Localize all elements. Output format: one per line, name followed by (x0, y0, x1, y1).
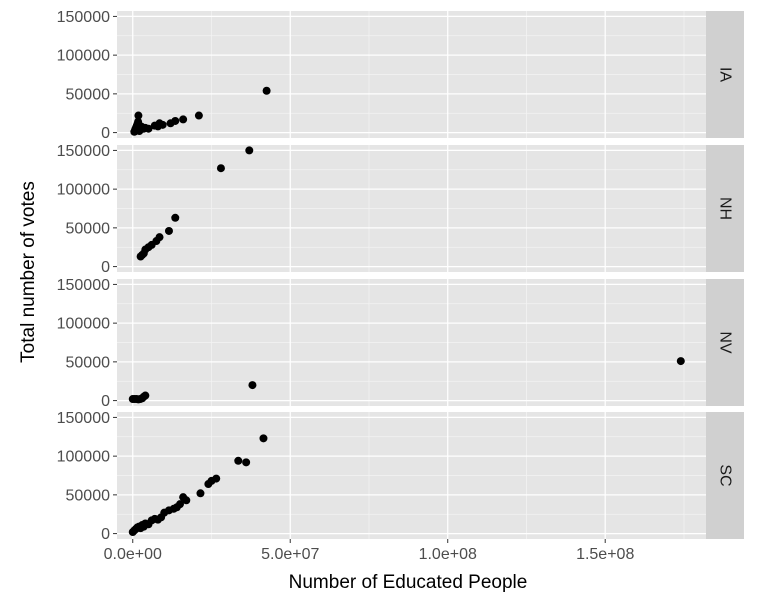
facet-panel-sc: 0 50000 100000 150000 SC (57, 410, 744, 543)
y-tick-label: 0 (101, 526, 110, 543)
data-point (141, 391, 150, 400)
data-point (155, 233, 164, 242)
data-point (164, 226, 173, 235)
data-point (171, 213, 180, 222)
y-tick-label: 150000 (57, 277, 110, 294)
data-point (242, 458, 251, 467)
y-tick-label: 50000 (66, 86, 111, 103)
y-axis-title: Total number of votes (18, 181, 39, 363)
data-point (134, 111, 143, 120)
y-tick-label: 100000 (57, 48, 110, 65)
data-point (196, 489, 205, 498)
data-point (194, 111, 203, 120)
facet-strip-label-nv: NV (717, 331, 734, 354)
facet-strip (706, 145, 744, 272)
data-point (212, 474, 221, 483)
data-point (245, 146, 254, 155)
facet-panel-nv: 0 50000 100000 150000 NV (57, 277, 744, 410)
y-tick-label: 150000 (57, 143, 110, 160)
x-tick-label: 0.0e+00 (104, 546, 162, 563)
y-tick-label: 0 (101, 393, 110, 410)
x-axis: 0.0e+00 5.0e+07 1.0e+08 1.5e+08 (104, 539, 634, 563)
y-tick-label: 100000 (57, 316, 110, 333)
x-axis-title: Number of Educated People (289, 572, 528, 593)
facet-strip-label-nh: NH (717, 197, 734, 220)
data-point (171, 116, 180, 125)
data-point (175, 500, 184, 509)
y-tick-label: 0 (101, 259, 110, 276)
y-tick-label: 0 (101, 125, 110, 142)
data-point (234, 456, 243, 465)
y-tick-label: 50000 (66, 220, 111, 237)
data-point (179, 115, 188, 124)
y-tick-label: 50000 (66, 354, 111, 371)
data-point (216, 164, 225, 173)
data-point (262, 86, 271, 95)
data-point (158, 120, 167, 129)
y-tick-label: 150000 (57, 9, 110, 26)
data-point (676, 357, 685, 366)
y-tick-label: 50000 (66, 487, 111, 504)
facet-strip-label-sc: SC (717, 464, 734, 486)
data-point (182, 496, 191, 505)
data-point (144, 124, 153, 133)
facet-strip (706, 279, 744, 406)
facet-strip-label-ia: IA (717, 67, 734, 82)
facet-strip (706, 412, 744, 539)
facet-panel-ia: 0 50000 100000 150000 IA (57, 9, 744, 142)
x-tick-label: 1.5e+08 (576, 546, 634, 563)
y-tick-label: 150000 (57, 410, 110, 427)
facet-strip (706, 11, 744, 138)
y-tick-label: 100000 (57, 182, 110, 199)
x-tick-label: 5.0e+07 (261, 546, 319, 563)
y-tick-label: 100000 (57, 449, 110, 466)
x-tick-label: 1.0e+08 (419, 546, 477, 563)
facet-panel-nh: 0 50000 100000 150000 NH (57, 143, 744, 276)
data-point (248, 381, 257, 390)
data-point (259, 434, 268, 443)
facet-panels: 0 50000 100000 150000 IA 0 50000 100000 150000 NH… (57, 9, 744, 543)
